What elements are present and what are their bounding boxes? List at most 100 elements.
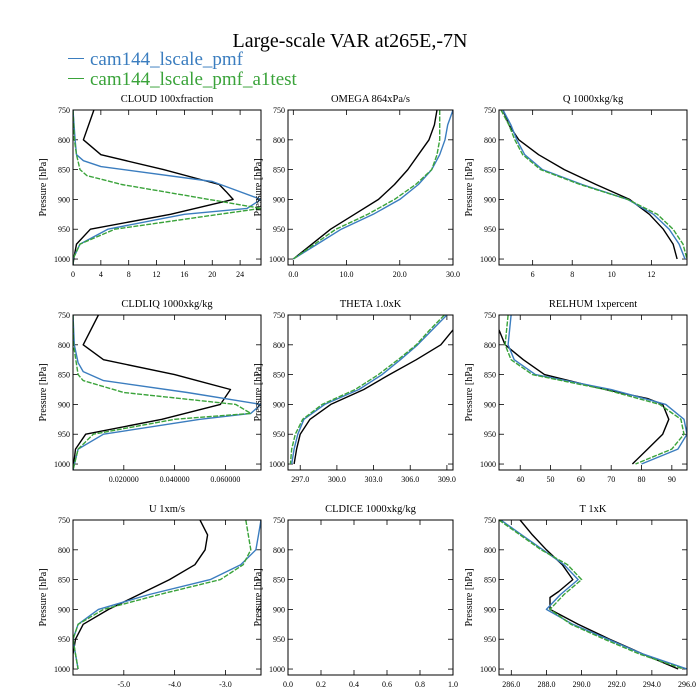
- x-tick-label: 0.020000: [109, 475, 139, 484]
- x-tick-label: 10.0: [340, 270, 354, 279]
- panel-8: CLDICE 1000xkg/kg Pressure [hPa] 750 800 850…: [253, 504, 458, 689]
- y-tick-label: 750: [273, 516, 285, 525]
- panel-2: OMEGA 864xPa/s Pressure [hPa] 750 800 850 900…: [253, 94, 460, 279]
- x-tick-label: 4: [99, 270, 103, 279]
- panel-title: Q 1000xkg/kg: [563, 94, 624, 105]
- panel-9: T 1xK Pressure [hPa] 750 800 850 900 950 1000 28…: [464, 504, 696, 689]
- y-axis-label: Pressure [hPa]: [38, 568, 49, 626]
- y-tick-label: 900: [484, 605, 496, 614]
- y-tick-label: 800: [484, 136, 496, 145]
- x-tick-label: 309.0: [438, 475, 456, 484]
- y-tick-label: 900: [58, 605, 70, 614]
- legend-label-a1test: cam144_lscale_pmf_a1test: [90, 69, 297, 90]
- y-tick-label: 1000: [480, 665, 496, 674]
- panel-title: OMEGA 864xPa/s: [331, 94, 410, 105]
- plot-frame: [498, 314, 688, 471]
- panel-title: RELHUM 1xpercent: [549, 299, 637, 310]
- y-tick-label: 950: [58, 430, 70, 439]
- y-tick-label: 950: [58, 635, 70, 644]
- y-axis-label: Pressure [hPa]: [464, 568, 475, 626]
- y-tick-label: 900: [58, 195, 70, 204]
- series-line-obs: [502, 110, 678, 260]
- plot-frame: [287, 519, 454, 676]
- panel-6: RELHUM 1xpercent Pressure [hPa] 750 800 850 9…: [464, 299, 688, 484]
- y-tick-label: 900: [484, 195, 496, 204]
- x-tick-label: 0: [71, 270, 75, 279]
- y-tick-label: 750: [273, 106, 285, 115]
- x-tick-label: 40: [516, 475, 524, 484]
- y-axis-label: Pressure [hPa]: [464, 158, 475, 216]
- y-tick-label: 900: [273, 400, 285, 409]
- y-tick-label: 950: [273, 225, 285, 234]
- x-tick-label: 294.0: [643, 680, 661, 689]
- series-line-a1test: [500, 110, 687, 260]
- x-tick-label: 306.0: [401, 475, 419, 484]
- x-tick-label: 20.0: [393, 270, 407, 279]
- x-tick-label: 296.0: [678, 680, 696, 689]
- series-line-a1test: [504, 315, 685, 465]
- y-tick-label: 1000: [480, 255, 496, 264]
- y-tick-label: 1000: [269, 665, 285, 674]
- series-line-pmf: [73, 110, 261, 265]
- y-tick-label: 950: [484, 635, 496, 644]
- y-tick-label: 900: [273, 605, 285, 614]
- panel-title: CLOUD 100xfraction: [121, 94, 214, 105]
- y-tick-label: 850: [484, 576, 496, 585]
- series-line-a1test: [292, 110, 441, 260]
- x-tick-label: 12: [647, 270, 655, 279]
- series-line-a1test: [73, 315, 252, 470]
- y-tick-label: 800: [58, 341, 70, 350]
- plot-frame: [498, 109, 688, 266]
- y-tick-label: 850: [273, 576, 285, 585]
- series-line-obs: [73, 315, 232, 470]
- series-line-obs: [499, 329, 670, 465]
- x-tick-label: 24: [236, 270, 244, 279]
- plot-frame: [72, 314, 262, 471]
- y-tick-label: 750: [58, 516, 70, 525]
- y-tick-label: 850: [484, 371, 496, 380]
- y-tick-label: 750: [58, 311, 70, 320]
- y-tick-label: 750: [273, 311, 285, 320]
- x-tick-label: 60: [577, 475, 585, 484]
- series-line-a1test: [73, 520, 252, 670]
- legend-swatch-pmf: [68, 58, 84, 60]
- y-tick-label: 1000: [480, 460, 496, 469]
- y-tick-label: 850: [273, 166, 285, 175]
- series-line-obs: [292, 110, 438, 260]
- panel-1: CLOUD 100xfraction Pressure [hPa] 750 800 85…: [38, 94, 262, 279]
- y-tick-label: 950: [58, 225, 70, 234]
- legend-entry-pmf: cam144_lscale_pmf: [68, 49, 243, 71]
- series-line-obs: [73, 110, 234, 265]
- y-axis-label: Pressure [hPa]: [38, 158, 49, 216]
- x-tick-label: 20: [208, 270, 216, 279]
- panel-title: CLDICE 1000xkg/kg: [325, 504, 416, 515]
- chart-title: Large-scale VAR at265E,-7N: [232, 30, 468, 52]
- x-tick-label: 0.040000: [160, 475, 190, 484]
- y-axis-label: Pressure [hPa]: [464, 363, 475, 421]
- panel-title: U 1xm/s: [149, 504, 185, 515]
- y-axis-label: Pressure [hPa]: [253, 363, 264, 421]
- y-tick-label: 950: [484, 225, 496, 234]
- y-axis-label: Pressure [hPa]: [38, 363, 49, 421]
- x-tick-label: 30.0: [446, 270, 460, 279]
- legend-swatch-a1test: [68, 78, 84, 80]
- y-tick-label: 850: [58, 371, 70, 380]
- panel-3: Q 1000xkg/kg Pressure [hPa] 750 800 850 900 95…: [464, 94, 688, 279]
- series-line-pmf: [500, 520, 687, 670]
- x-tick-label: 1.0: [448, 680, 458, 689]
- x-tick-label: 288.0: [537, 680, 555, 689]
- y-tick-label: 1000: [54, 460, 70, 469]
- x-tick-label: 8: [570, 270, 574, 279]
- y-tick-label: 1000: [54, 665, 70, 674]
- x-tick-label: -4.0: [168, 680, 181, 689]
- x-tick-label: 50: [547, 475, 555, 484]
- x-tick-label: 290.0: [573, 680, 591, 689]
- y-tick-label: 800: [58, 136, 70, 145]
- plot-frame: [287, 314, 454, 471]
- y-tick-label: 1000: [269, 255, 285, 264]
- series-line-obs: [73, 520, 209, 669]
- series-line-a1test: [499, 520, 684, 670]
- y-tick-label: 750: [484, 311, 496, 320]
- x-tick-label: 70: [607, 475, 615, 484]
